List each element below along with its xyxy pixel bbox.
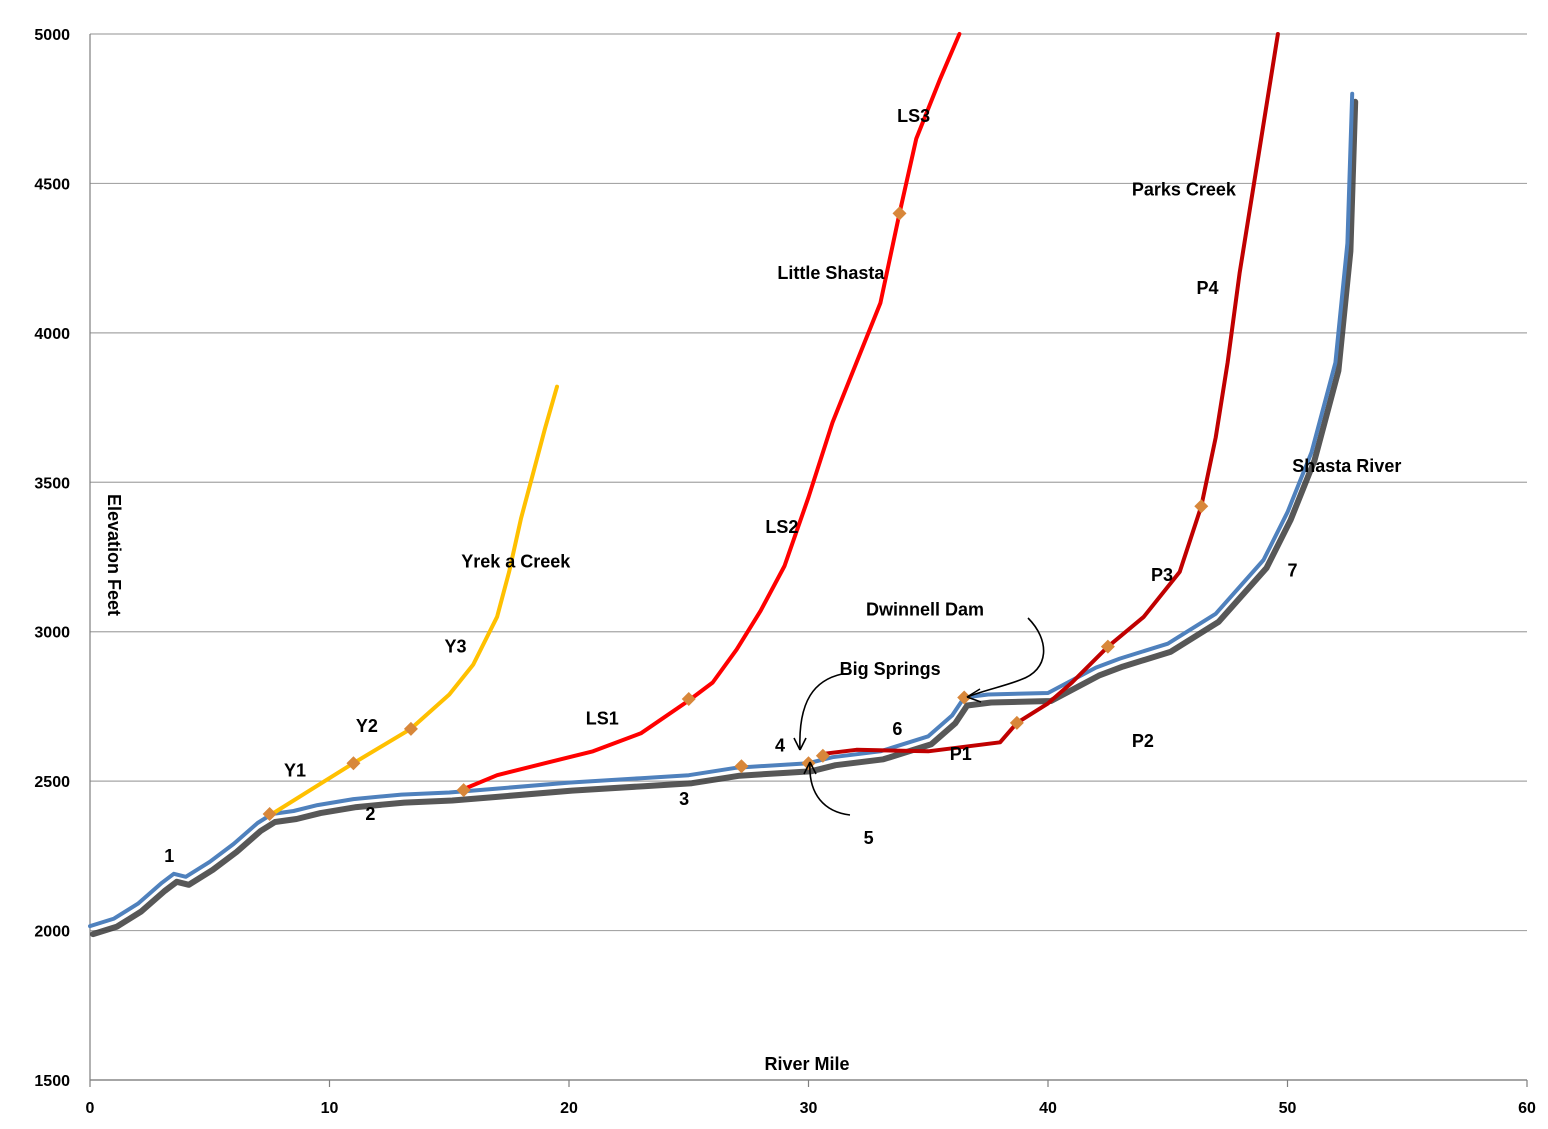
dwinnell-dam-arrowhead [966, 688, 982, 703]
series-layer [88, 32, 1359, 938]
reach-label: 5 [864, 828, 874, 848]
series-label: Yrek a Creek [461, 551, 571, 571]
reach-label: 7 [1288, 560, 1298, 580]
x-tick-label: 50 [1279, 1100, 1297, 1117]
label-layer: Yrek a Creek Little Shasta Parks Creek Shas… [164, 106, 1401, 866]
x-axis-title: River Mile [764, 1054, 849, 1074]
reach-5-arrowhead [803, 761, 817, 775]
little-shasta-series-line [459, 32, 962, 793]
x-tick-label: 0 [86, 1100, 95, 1117]
yreka-series-line [270, 384, 559, 816]
reach-boundary-marker [892, 206, 907, 221]
series-label: Shasta River [1292, 456, 1401, 476]
reach-label: Y2 [356, 716, 378, 736]
x-tick-label: 40 [1039, 1100, 1057, 1117]
big-springs-arrowhead [793, 737, 807, 751]
reach-label: 2 [365, 804, 375, 824]
reach-boundary-marker [456, 783, 471, 798]
reach-label: 6 [892, 719, 902, 739]
reach-label: 1 [164, 846, 174, 866]
dwinnell-dam-arrow [966, 617, 1045, 698]
y-axis-title: Elevation Feet [104, 494, 124, 616]
y-tick-label: 2500 [34, 774, 70, 791]
reach-boundary-marker [262, 807, 277, 822]
reach-5-arrow [809, 761, 851, 816]
reach-boundary-marker [734, 759, 749, 774]
reach-label: 4 [775, 735, 785, 755]
x-tick-label: 30 [800, 1100, 818, 1117]
grid-layer [90, 33, 1527, 1081]
y-tick-label: 4500 [34, 176, 70, 193]
y-tick-label: 2000 [34, 924, 70, 941]
reach-label: P3 [1151, 565, 1173, 585]
series-label: Dwinnell Dam [866, 599, 984, 619]
reach-boundary-marker [815, 748, 830, 763]
shasta-series-line [88, 91, 1355, 929]
y-tick-label: 1500 [34, 1073, 70, 1090]
reach-boundary-marker [681, 691, 696, 706]
reach-label: 3 [679, 789, 689, 809]
axis-layer: 1500 2000 2500 3000 3500 4000 4500 5000 0 10 20 30 4… [34, 27, 1536, 1117]
reach-boundary-marker [1194, 499, 1209, 514]
reach-label: LS1 [586, 708, 619, 728]
big-springs-arrow [799, 673, 843, 751]
y-tick-label: 4000 [34, 326, 70, 343]
y-tick-label: 5000 [34, 27, 70, 44]
x-tick-label: 20 [560, 1100, 578, 1117]
reach-boundary-marker [403, 721, 418, 736]
reach-label: Y3 [444, 637, 466, 657]
x-tick-label: 60 [1518, 1100, 1536, 1117]
marker-layer [262, 206, 1209, 822]
reach-label: P2 [1132, 731, 1154, 751]
reach-boundary-marker [1009, 715, 1024, 730]
reach-label: LS2 [765, 517, 798, 537]
annotation-layer [793, 617, 1045, 816]
reach-boundary-marker [1100, 639, 1115, 654]
reach-label: P1 [950, 744, 972, 764]
reach-label: P4 [1196, 278, 1218, 298]
reach-boundary-marker [957, 690, 972, 705]
series-label: Big Springs [840, 659, 941, 679]
parks-series-line [818, 32, 1280, 757]
reach-label: Y1 [284, 761, 306, 781]
y-tick-label: 3500 [34, 475, 70, 492]
shasta-river-shadow [90, 98, 1359, 938]
series-label: Little Shasta [777, 263, 885, 283]
series-label: Parks Creek [1132, 179, 1237, 199]
y-tick-label: 3000 [34, 625, 70, 642]
x-tick-label: 10 [321, 1100, 339, 1117]
reach-label: LS3 [897, 106, 930, 126]
reach-boundary-marker [346, 756, 361, 771]
